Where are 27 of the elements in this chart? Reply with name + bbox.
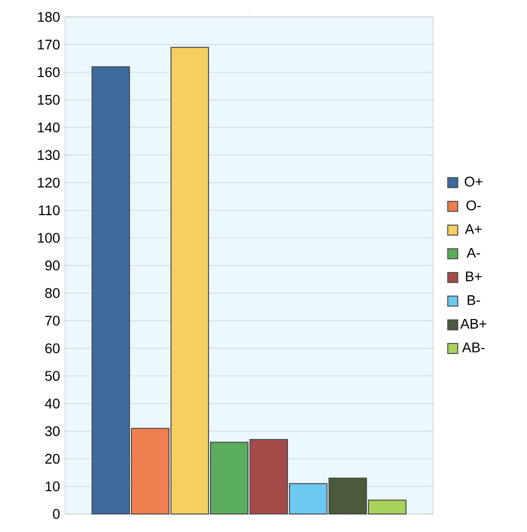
y-tick-label: 0 [52,509,60,519]
y-tick-label: 80 [45,288,60,298]
y-tick-label: 40 [44,398,60,408]
y-tick-label: 10 [46,481,60,492]
y-tick-label: 120 [38,178,60,188]
y-tick-label: 140 [38,122,60,132]
y-tick-label: 60 [45,343,60,354]
y-tick-label: 50 [45,370,60,381]
y-tick-label: 160 [38,67,60,78]
legend-label: AB+ [460,318,486,329]
y-tick-label: 100 [38,232,60,243]
y-tick-label: 110 [38,205,60,216]
y-tick-label: 170 [38,40,60,50]
legend-label: B- [468,295,480,305]
y-tick-label: 70 [45,316,60,326]
y-tick-label: 130 [38,150,60,160]
y-tick-label: 180 [38,12,60,22]
y-tick-label: 150 [38,94,60,105]
legend-label: B+ [466,272,482,282]
legend-label: AB- [462,342,485,352]
legend-label: A- [466,248,480,258]
y-tick-label: 20 [45,454,60,464]
legend-label: A+ [464,224,482,234]
y-tick-label: 30 [45,426,60,436]
legend-label: O- [466,200,481,210]
legend-label: O+ [464,176,482,187]
y-tick-label: 90 [45,260,60,270]
